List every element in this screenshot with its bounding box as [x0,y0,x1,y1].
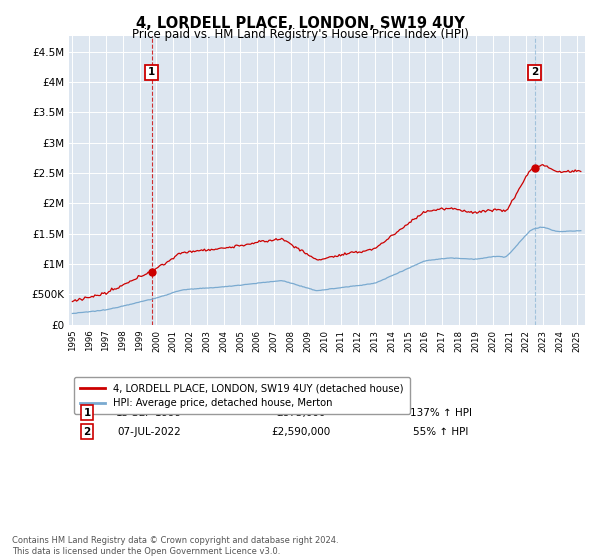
Text: 4, LORDELL PLACE, LONDON, SW19 4UY: 4, LORDELL PLACE, LONDON, SW19 4UY [136,16,464,31]
Text: £875,000: £875,000 [277,408,326,418]
Point [530,163,539,172]
Text: 1: 1 [83,408,91,418]
Text: Contains HM Land Registry data © Crown copyright and database right 2024.
This d: Contains HM Land Registry data © Crown c… [12,536,338,556]
Point [147,267,157,276]
Text: Price paid vs. HM Land Registry's House Price Index (HPI): Price paid vs. HM Land Registry's House … [131,28,469,41]
Text: 07-JUL-2022: 07-JUL-2022 [117,427,181,436]
Text: 2: 2 [83,427,91,436]
Text: 55% ↑ HPI: 55% ↑ HPI [413,427,468,436]
Text: 137% ↑ HPI: 137% ↑ HPI [410,408,472,418]
Text: £2,590,000: £2,590,000 [272,427,331,436]
Legend: 4, LORDELL PLACE, LONDON, SW19 4UY (detached house), HPI: Average price, detache: 4, LORDELL PLACE, LONDON, SW19 4UY (deta… [74,377,409,414]
Text: 1: 1 [148,67,155,77]
Text: 15-SEP-1999: 15-SEP-1999 [116,408,182,418]
Text: 2: 2 [531,67,538,77]
